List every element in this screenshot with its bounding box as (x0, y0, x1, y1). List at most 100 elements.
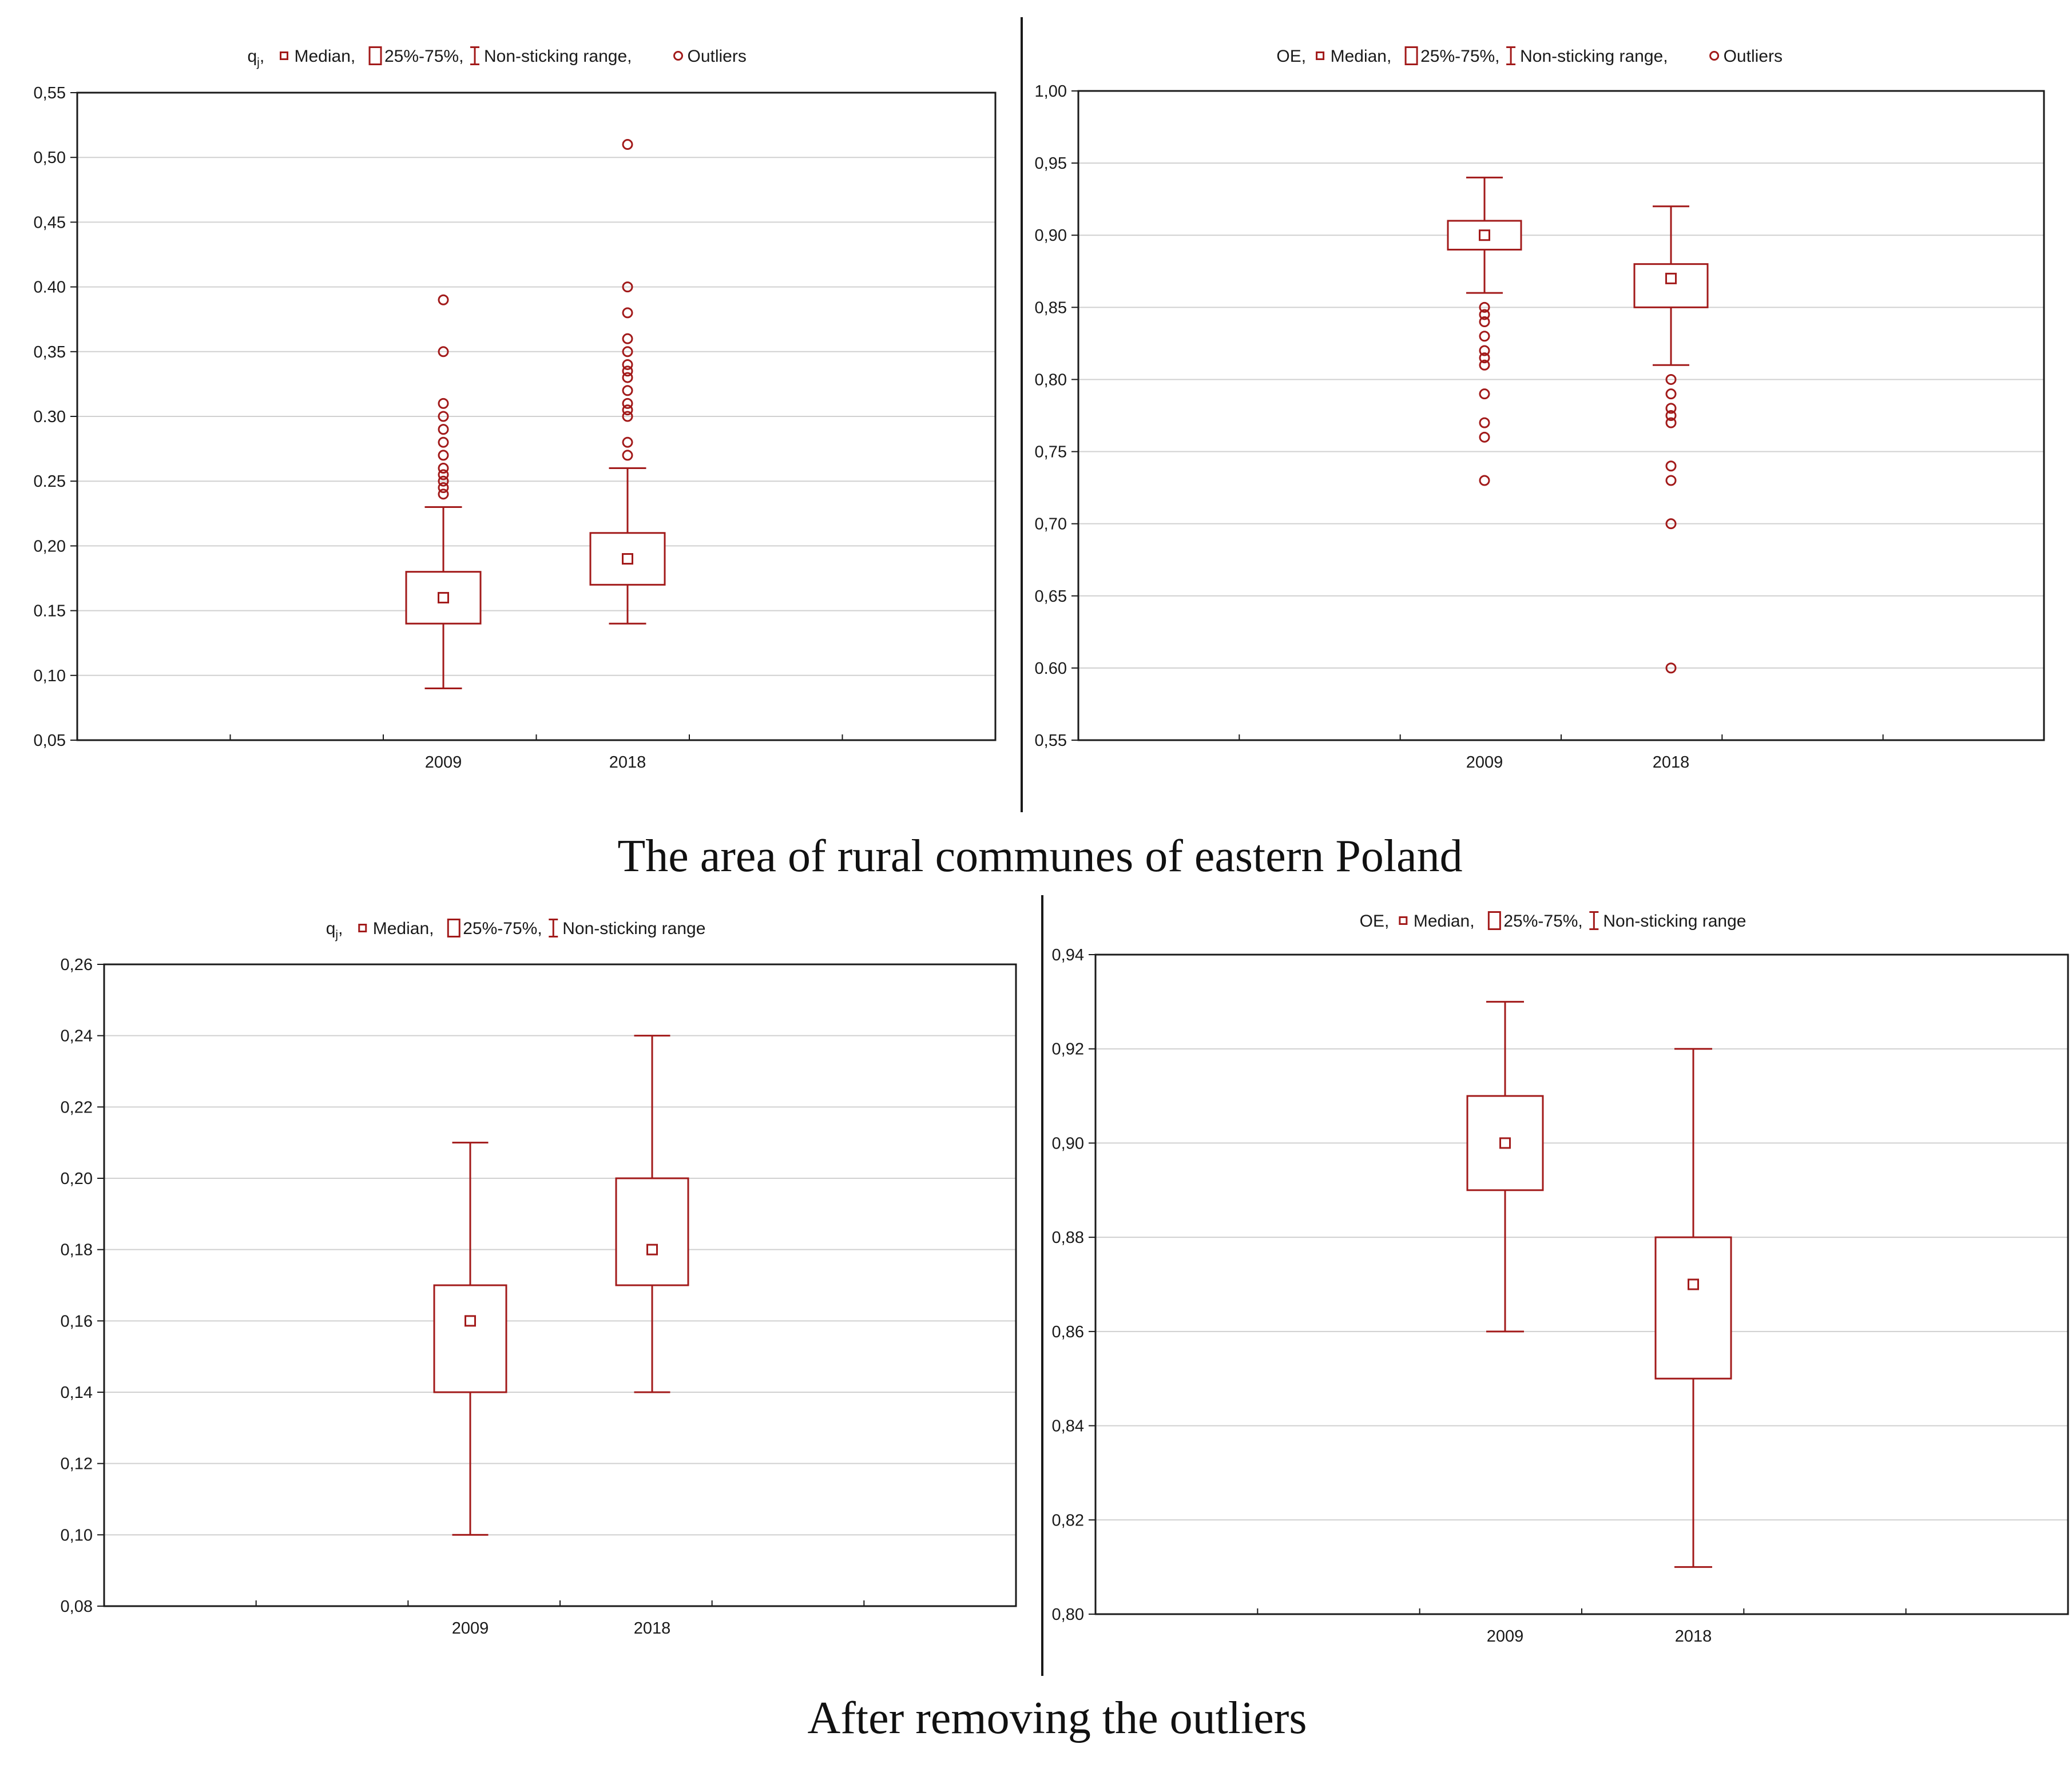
iqr-box (1633, 263, 1709, 308)
legend-item-label: 25%-75%, (1503, 912, 1582, 931)
y-tick-label: 0,75 (1035, 443, 1067, 462)
outlier-point (1665, 518, 1677, 530)
iqr-box (1654, 1236, 1732, 1380)
legend-variable-label: OE, (1360, 912, 1390, 931)
legend-whisker-icon (1506, 46, 1516, 65)
legend-item-label: Non-sticking range, (484, 47, 632, 66)
legend-item-label: Outliers (688, 47, 747, 66)
y-tick-label: 0,90 (1052, 1134, 1084, 1153)
outlier-point (1479, 417, 1490, 428)
legend-median-icon (1316, 51, 1325, 60)
y-tick-label: 0,86 (1052, 1323, 1084, 1341)
outlier-point (438, 450, 449, 461)
y-tick-label: 0,12 (61, 1455, 93, 1473)
y-tick-label: 0,10 (61, 1526, 93, 1544)
y-tick-label: 0,55 (1035, 732, 1067, 750)
legend-item-label: Non-sticking range (562, 919, 705, 938)
legend-whisker-icon (1589, 911, 1599, 930)
outlier-point (438, 475, 449, 487)
outlier-point (1479, 359, 1490, 371)
median-marker (438, 591, 449, 603)
y-tick-label: 0,18 (61, 1241, 93, 1260)
y-tick-label: 0,05 (34, 732, 66, 750)
outlier-point (1479, 475, 1490, 486)
median-marker (646, 1243, 658, 1256)
y-tick-label: 0,22 (61, 1098, 93, 1117)
outlier-point (438, 411, 449, 422)
outlier-point (438, 482, 449, 494)
plot-frame (1077, 90, 2045, 741)
median-marker (622, 553, 633, 565)
outlier-point (622, 385, 633, 396)
legend: qj, Median, 25%-75%, Non-sticking range (326, 919, 705, 941)
y-tick-label: 0,88 (1052, 1229, 1084, 1247)
y-tick-label: 0,94 (1052, 946, 1084, 964)
legend-median-icon (280, 51, 289, 60)
x-tick-label: 2018 (634, 1619, 671, 1638)
chart-panel-top-left: 0,05 0,10 0.15 0,20 0.25 0.30 0,35 0.40 0,45 0,50… (34, 46, 997, 772)
outlier-point (438, 294, 449, 305)
outlier-point (622, 398, 633, 409)
legend-item-label: Non-sticking range, (1520, 47, 1668, 66)
outlier-point (1479, 352, 1490, 364)
legend-item-label: Median, (1331, 47, 1392, 66)
outlier-point (1665, 417, 1677, 428)
outlier-point (1665, 475, 1677, 486)
outlier-point (1665, 410, 1677, 421)
legend-variable-label: qj, (326, 919, 343, 941)
median-marker (1688, 1278, 1699, 1290)
x-tick-label: 2018 (1653, 753, 1690, 772)
outlier-point (622, 359, 633, 370)
outlier-point (622, 436, 633, 448)
outlier-point (622, 281, 633, 293)
outlier-point (622, 372, 633, 383)
y-tick-label: 0,55 (34, 84, 66, 102)
y-tick-label: 0,08 (61, 1598, 93, 1616)
legend-item-label: 25%-75%, (463, 919, 542, 938)
outlier-point (622, 450, 633, 461)
y-tick-label: 0,14 (61, 1384, 93, 1402)
legend-item-label: Median, (295, 47, 356, 66)
outlier-point (1665, 662, 1677, 674)
legend-item-label: 25%-75%, (384, 47, 463, 66)
legend-box-icon (368, 46, 382, 65)
y-tick-label: 0,85 (1035, 299, 1067, 317)
y-tick-label: 0,84 (1052, 1417, 1084, 1436)
x-tick-label: 2018 (1675, 1627, 1712, 1646)
outlier-point (438, 436, 449, 448)
legend-item-label: Outliers (1724, 47, 1783, 66)
legend-item-label: Median, (373, 919, 434, 938)
legend-variable-label: OE, (1276, 47, 1306, 66)
y-tick-label: 0.40 (34, 279, 66, 297)
x-tick-label: 2009 (425, 753, 462, 772)
legend-item-label: Median, (1414, 912, 1475, 931)
legend-whisker-icon (549, 919, 558, 937)
y-tick-label: 0,35 (34, 343, 66, 361)
legend-outlier-icon (673, 51, 684, 61)
y-tick-label: 0,26 (61, 956, 93, 974)
outlier-point (1479, 316, 1490, 328)
outlier-point (622, 333, 633, 344)
outlier-point (438, 488, 449, 500)
outlier-point (622, 346, 633, 357)
legend-item-label: 25%-75%, (1420, 47, 1499, 66)
outlier-point (622, 139, 633, 150)
outlier-point (1665, 403, 1677, 414)
legend: qj, Median, 25%-75%, Non-sticking range, Out… (247, 46, 747, 69)
y-tick-label: 0.25 (34, 472, 66, 491)
y-tick-label: 0,65 (1035, 587, 1067, 606)
outlier-point (438, 463, 449, 474)
chart-panel-bottom-left: 0,08 0,10 0,12 0,14 0,16 0,18 0,20 0,22 0,24 0,26… (61, 919, 1017, 1638)
outlier-point (622, 411, 633, 422)
legend-outlier-icon (1709, 51, 1720, 61)
outlier-point (1479, 331, 1490, 342)
legend-box-icon (447, 919, 461, 937)
y-tick-label: 0.60 (1035, 659, 1067, 678)
median-marker (1499, 1137, 1511, 1149)
caption-top: The area of rural communes of eastern Po… (617, 831, 1462, 881)
y-tick-label: 0.15 (34, 602, 66, 621)
outlier-point (1479, 345, 1490, 356)
y-tick-label: 0,45 (34, 213, 66, 232)
x-tick-label: 2009 (1487, 1627, 1524, 1646)
